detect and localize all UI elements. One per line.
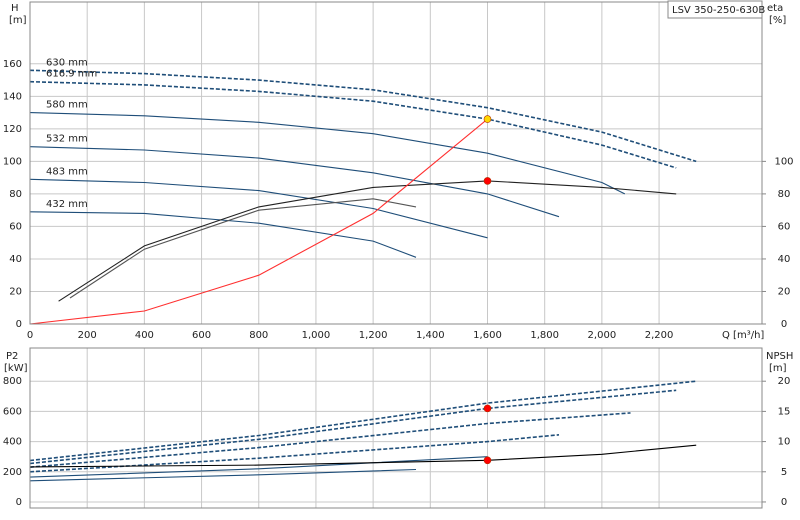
operating-point <box>483 456 492 465</box>
y2-axis-label: eta <box>767 3 783 14</box>
curve <box>58 180 677 302</box>
curve <box>29 112 626 195</box>
curve <box>29 434 560 473</box>
legend-box <box>667 0 763 19</box>
y2-tick-label: 40 <box>778 254 791 265</box>
x-tick-label: 800 <box>249 330 268 341</box>
y-tick-label: 100 <box>3 156 22 167</box>
x-tick-label: 1,800 <box>530 330 559 341</box>
y-tick-label: 0 <box>16 319 22 330</box>
y-tick-label: 120 <box>3 124 22 135</box>
y2-tick-label: 20 <box>778 376 791 387</box>
y2-tick-label: 100 <box>774 156 793 167</box>
y-axis-unit: [m] <box>9 15 27 26</box>
curve <box>29 178 488 239</box>
x-tick-label: 600 <box>192 330 211 341</box>
y2-tick-label: 60 <box>778 221 791 232</box>
y2-axis-unit: [m] <box>769 363 787 374</box>
y2-tick-label: 5 <box>781 467 787 478</box>
y2-tick-label: 20 <box>778 286 791 297</box>
operating-point <box>483 404 492 413</box>
bottom-plot-frame <box>29 347 763 509</box>
x-tick-label: 1,200 <box>359 330 388 341</box>
curve <box>29 80 677 169</box>
x-tick-label: 0 <box>27 330 33 341</box>
y-tick-label: 60 <box>9 221 22 232</box>
y-tick-label: 0 <box>16 497 22 508</box>
y-tick-label: 20 <box>9 286 22 297</box>
y-axis-label: H <box>11 3 19 14</box>
y2-axis-unit: [%] <box>769 15 786 26</box>
y-tick-label: 400 <box>3 437 22 448</box>
curve <box>29 69 697 163</box>
curve <box>29 118 488 325</box>
curve-label: 532 mm <box>46 134 88 145</box>
y2-axis-label: NPSH <box>766 351 793 362</box>
curve <box>29 468 417 482</box>
y2-tick-label: 10 <box>778 437 791 448</box>
y-tick-label: 140 <box>3 91 22 102</box>
x-tick-label: 1,400 <box>416 330 445 341</box>
top-plot-frame <box>29 1 763 325</box>
x-axis-label: Q [m³/h] <box>722 330 764 341</box>
x-tick-label: 2,200 <box>645 330 674 341</box>
curve-label: 580 mm <box>46 100 88 111</box>
curve-label: 630 mm <box>46 57 88 68</box>
x-tick-label: 200 <box>78 330 97 341</box>
curve <box>29 412 631 468</box>
x-tick-label: 2,000 <box>588 330 617 341</box>
x-tick-label: 400 <box>135 330 154 341</box>
operating-point <box>483 177 492 185</box>
curve <box>29 389 677 465</box>
y-axis-label: P2 <box>6 351 18 362</box>
y-tick-label: 600 <box>3 406 22 417</box>
curve <box>29 211 417 258</box>
y2-tick-label: 15 <box>778 406 791 417</box>
y-tick-label: 800 <box>3 376 22 387</box>
curve <box>29 456 488 478</box>
operating-point <box>483 115 492 123</box>
y-tick-label: 200 <box>3 467 22 478</box>
y-tick-label: 80 <box>9 189 22 200</box>
y-tick-label: 160 <box>3 59 22 70</box>
y2-tick-label: 0 <box>781 319 787 330</box>
x-tick-label: 1,000 <box>302 330 331 341</box>
curve-label: 616.9 mm <box>46 69 97 80</box>
curve <box>29 380 697 462</box>
y2-tick-label: 80 <box>778 189 791 200</box>
y2-tick-label: 0 <box>781 497 787 508</box>
curve <box>29 146 560 218</box>
curve-label: 483 mm <box>46 166 88 177</box>
legend-label: LSV 350-250-630B <box>672 5 765 16</box>
x-tick-label: 1,600 <box>473 330 502 341</box>
y-axis-unit: [kW] <box>4 363 28 374</box>
curve <box>69 198 417 299</box>
y-tick-label: 40 <box>9 254 22 265</box>
curve-label: 432 mm <box>46 199 88 210</box>
